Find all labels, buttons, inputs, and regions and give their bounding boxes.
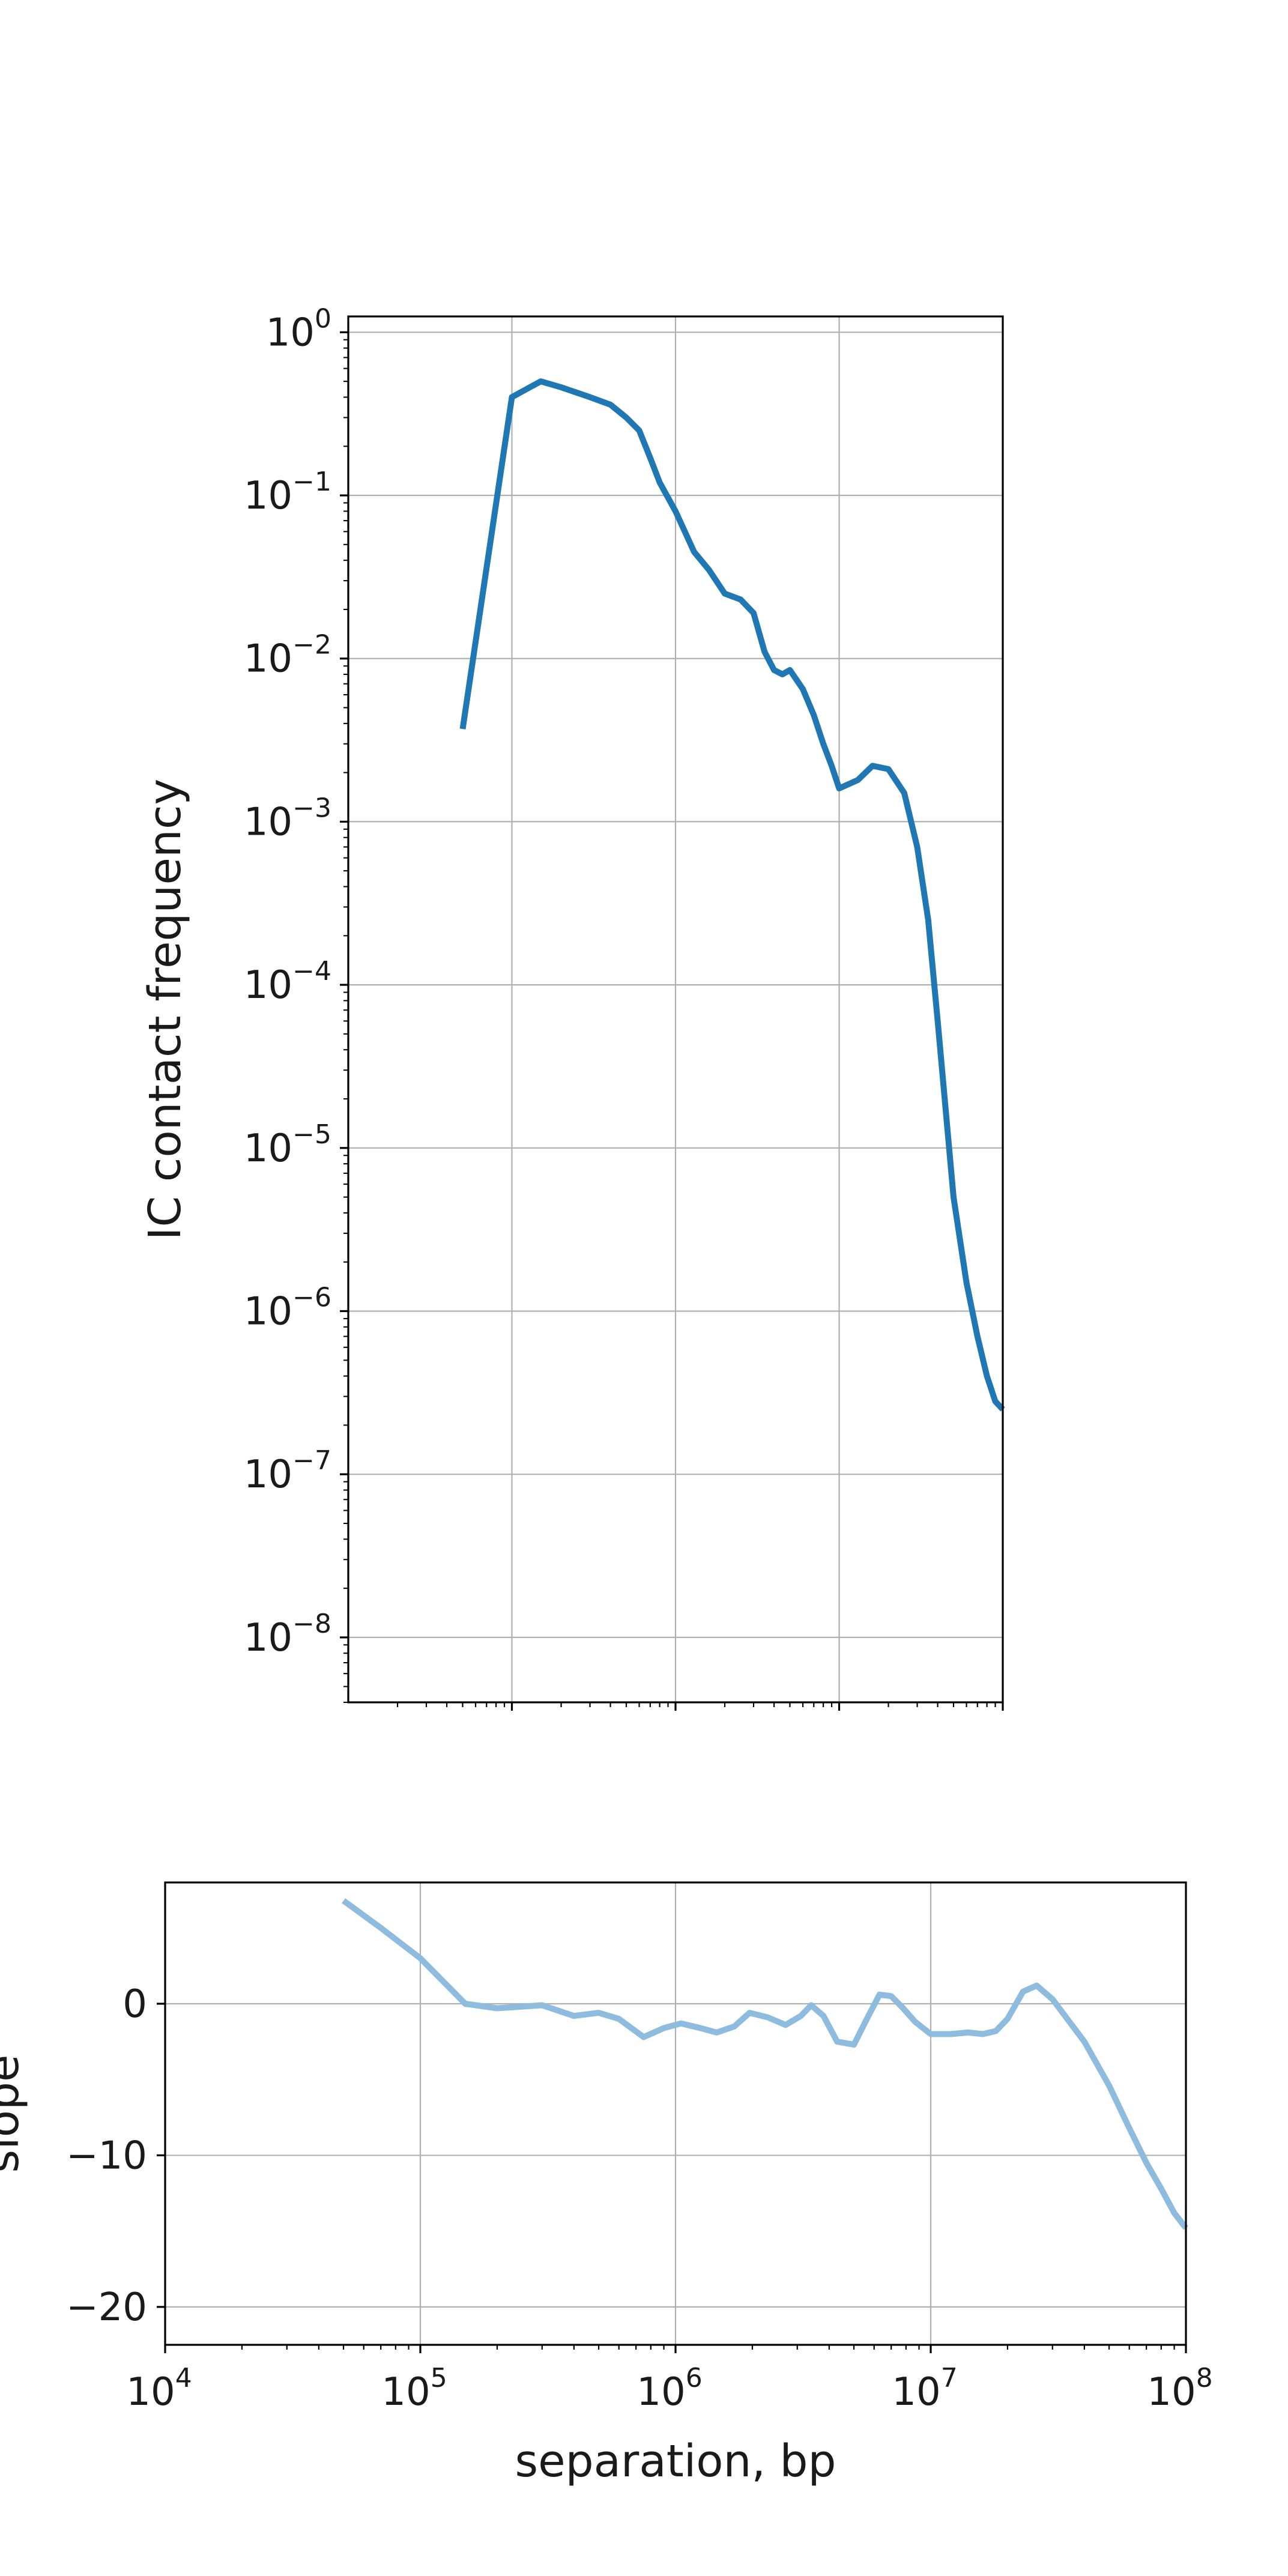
top-y-tick-label: 100 — [266, 303, 331, 355]
slope-plot: 0 −10 −20 104 105 106 107 108 slope separation… — [0, 1881, 1213, 2487]
slope-axes-frame — [164, 1881, 1187, 2346]
bottom-x-tick-label: 106 — [636, 2363, 702, 2414]
bottom-y-tick-label: −10 — [66, 2133, 147, 2178]
slope-line — [342, 1898, 1188, 2230]
top-y-tick-label: 10−6 — [244, 1282, 331, 1334]
top-y-tick-label: 10−1 — [244, 467, 331, 518]
bottom-x-tick-label: 105 — [381, 2363, 447, 2414]
top-y-tick-label: 10−8 — [244, 1609, 331, 1660]
bottom-y-tick-label: 0 — [122, 1982, 147, 2027]
bottom-x-tick-label: 108 — [1147, 2363, 1212, 2414]
bottom-y-tick-label: −20 — [66, 2285, 147, 2330]
y-axis-label-contact-frequency: IC contact frequency — [139, 779, 191, 1241]
top-y-tick-label: 10−7 — [244, 1445, 331, 1497]
x-axis-label-separation: separation, bp — [515, 2435, 836, 2487]
top-y-tick-label: 10−5 — [244, 1119, 331, 1171]
bottom-x-tick-label: 104 — [126, 2363, 192, 2414]
bottom-x-tick-label: 107 — [892, 2363, 957, 2414]
top-y-tick-label: 10−3 — [244, 793, 331, 844]
contact-frequency-axes-frame — [347, 315, 1004, 1704]
top-y-tick-label: 10−2 — [244, 630, 331, 682]
top-y-tick-label: 10−4 — [244, 956, 331, 1008]
contact-frequency-plot: 100 10−1 10−2 10−3 10−4 10−5 10−6 10−7 10−8 IC c… — [139, 303, 1005, 1711]
contact-frequency-line — [459, 378, 1005, 1412]
y-axis-label-slope: slope — [0, 2055, 29, 2173]
